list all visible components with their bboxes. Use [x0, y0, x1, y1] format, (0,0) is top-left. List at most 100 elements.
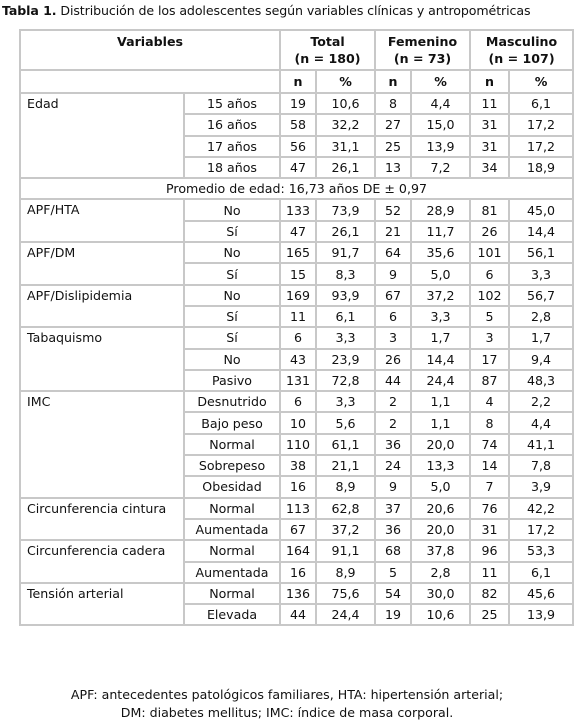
percent-cell: 5,0 [410, 262, 472, 286]
table-row: Elevada 44 24,4 19 10,6 25 13,9 [20, 603, 574, 627]
table-row: Sí 15 8,3 9 5,0 6 3,3 [20, 262, 574, 286]
count-cell: 68 [374, 539, 413, 563]
table-row: Normal 110 61,1 36 20,0 74 41,1 [20, 432, 574, 457]
count-cell: 37 [374, 496, 413, 520]
category-label: Sobrepeso [182, 454, 282, 478]
percent-cell: 3,9 [508, 475, 574, 499]
percent-cell: 37,2 [315, 517, 377, 542]
variable-label: Tabaquismo [19, 326, 185, 393]
count-cell: 64 [374, 241, 413, 265]
percent-cell: 8,3 [315, 262, 377, 286]
count-cell: 2 [374, 411, 413, 435]
count-cell: 47 [279, 219, 318, 244]
count-cell: 31 [469, 113, 511, 137]
percent-cell: 48,3 [508, 368, 574, 393]
percent-cell: 72,8 [315, 368, 377, 393]
header-pct: % [508, 69, 574, 94]
percent-cell: 91,7 [315, 241, 377, 265]
category-label: Obesidad [182, 475, 282, 499]
footnote-line-1: APF: antecedentes patológicos familiares… [70, 687, 504, 702]
percent-cell: 14,4 [410, 347, 472, 371]
category-label: Bajo peso [182, 411, 282, 435]
percent-cell: 23,9 [315, 347, 377, 371]
count-cell: 25 [374, 134, 413, 158]
count-cell: 15 [279, 262, 318, 286]
header-n: n [469, 69, 511, 94]
count-cell: 6 [279, 390, 318, 414]
percent-cell: 14,4 [508, 219, 574, 244]
table-row: 16 años 58 32,2 27 15,0 31 17,2 [20, 113, 574, 137]
count-cell: 7 [469, 475, 511, 499]
count-cell: 74 [469, 432, 511, 457]
count-cell: 8 [469, 411, 511, 435]
count-cell: 24 [374, 454, 413, 478]
table-row: Sí 47 26,1 21 11,7 26 14,4 [20, 219, 574, 244]
count-cell: 5 [374, 560, 413, 584]
table-row: Pasivo 131 72,8 44 24,4 87 48,3 [20, 368, 574, 393]
count-cell: 11 [279, 304, 318, 329]
category-label: Pasivo [182, 368, 282, 393]
table-row: APF/DM No 165 91,7 64 35,6 101 56,1 [19, 241, 574, 286]
count-cell: 6 [469, 262, 511, 286]
count-cell: 82 [469, 581, 511, 606]
percent-cell: 56,1 [508, 241, 574, 265]
mean-age-row: Promedio de edad: 16,73 años DE ± 0,97 [18, 177, 574, 201]
table-row: IMC Desnutrido 6 3,3 2 1,1 4 2,2 [19, 390, 574, 499]
percent-cell: 8,9 [315, 475, 377, 499]
count-cell: 47 [279, 155, 318, 180]
category-label: Sí [182, 219, 282, 244]
variable-label: Edad [19, 91, 185, 180]
percent-cell: 20,6 [410, 496, 472, 520]
percent-cell: 3,3 [315, 390, 377, 414]
percent-cell: 15,0 [410, 113, 472, 137]
count-cell: 113 [279, 496, 318, 520]
count-cell: 67 [374, 283, 413, 307]
count-cell: 44 [279, 603, 318, 627]
header-n: n [279, 69, 318, 94]
count-cell: 11 [469, 560, 511, 584]
header-row-units: n % n % n % [18, 69, 574, 94]
percent-cell: 28,9 [410, 198, 472, 222]
table-row: Tensión arterial Normal 136 75,6 54 30,0 82 45,… [19, 581, 574, 627]
percent-cell: 4,4 [410, 91, 472, 116]
count-cell: 16 [279, 560, 318, 584]
category-label: Normal [182, 539, 282, 563]
category-label: No [182, 347, 282, 371]
count-cell: 102 [469, 283, 511, 307]
header-group-masculino: Masculino (n = 107) [469, 29, 574, 71]
category-label: Sí [182, 304, 282, 329]
count-cell: 16 [279, 475, 318, 499]
percent-cell: 1,1 [410, 390, 472, 414]
percent-cell: 10,6 [315, 91, 377, 116]
count-cell: 52 [374, 198, 413, 222]
percent-cell: 3,3 [508, 262, 574, 286]
count-cell: 34 [469, 155, 511, 180]
header-group-femenino: Femenino (n = 73) [374, 29, 472, 71]
variable-label: Circunferencia cadera [19, 539, 185, 584]
percent-cell: 53,3 [508, 539, 574, 563]
count-cell: 164 [279, 539, 318, 563]
percent-cell: 13,9 [410, 134, 472, 158]
table-row: No 43 23,9 26 14,4 17 9,4 [20, 347, 574, 371]
count-cell: 56 [279, 134, 318, 158]
percent-cell: 2,8 [410, 560, 472, 584]
table-title: Distribución de los adolescentes según v… [56, 3, 531, 18]
count-cell: 5 [469, 304, 511, 329]
percent-cell: 73,9 [315, 198, 377, 222]
header-blank [18, 69, 282, 94]
count-cell: 136 [279, 581, 318, 606]
header-row-groups: Variables Total (n = 180) Femenino (n = 73… [18, 29, 574, 71]
percent-cell: 17,2 [508, 134, 574, 158]
footnote-line-2: DM: diabetes mellitus; IMC: índice de ma… [120, 705, 454, 720]
percent-cell: 7,8 [508, 454, 574, 478]
category-label: Desnutrido [182, 390, 282, 414]
count-cell: 19 [279, 91, 318, 116]
mean-age-text: Promedio de edad: 16,73 años DE ± 0,97 [18, 177, 574, 201]
header-variables: Variables [18, 29, 282, 71]
percent-cell: 35,6 [410, 241, 472, 265]
percent-cell: 30,0 [410, 581, 472, 606]
count-cell: 67 [279, 517, 318, 542]
category-label: 16 años [182, 113, 282, 137]
count-cell: 76 [469, 496, 511, 520]
count-cell: 9 [374, 475, 413, 499]
